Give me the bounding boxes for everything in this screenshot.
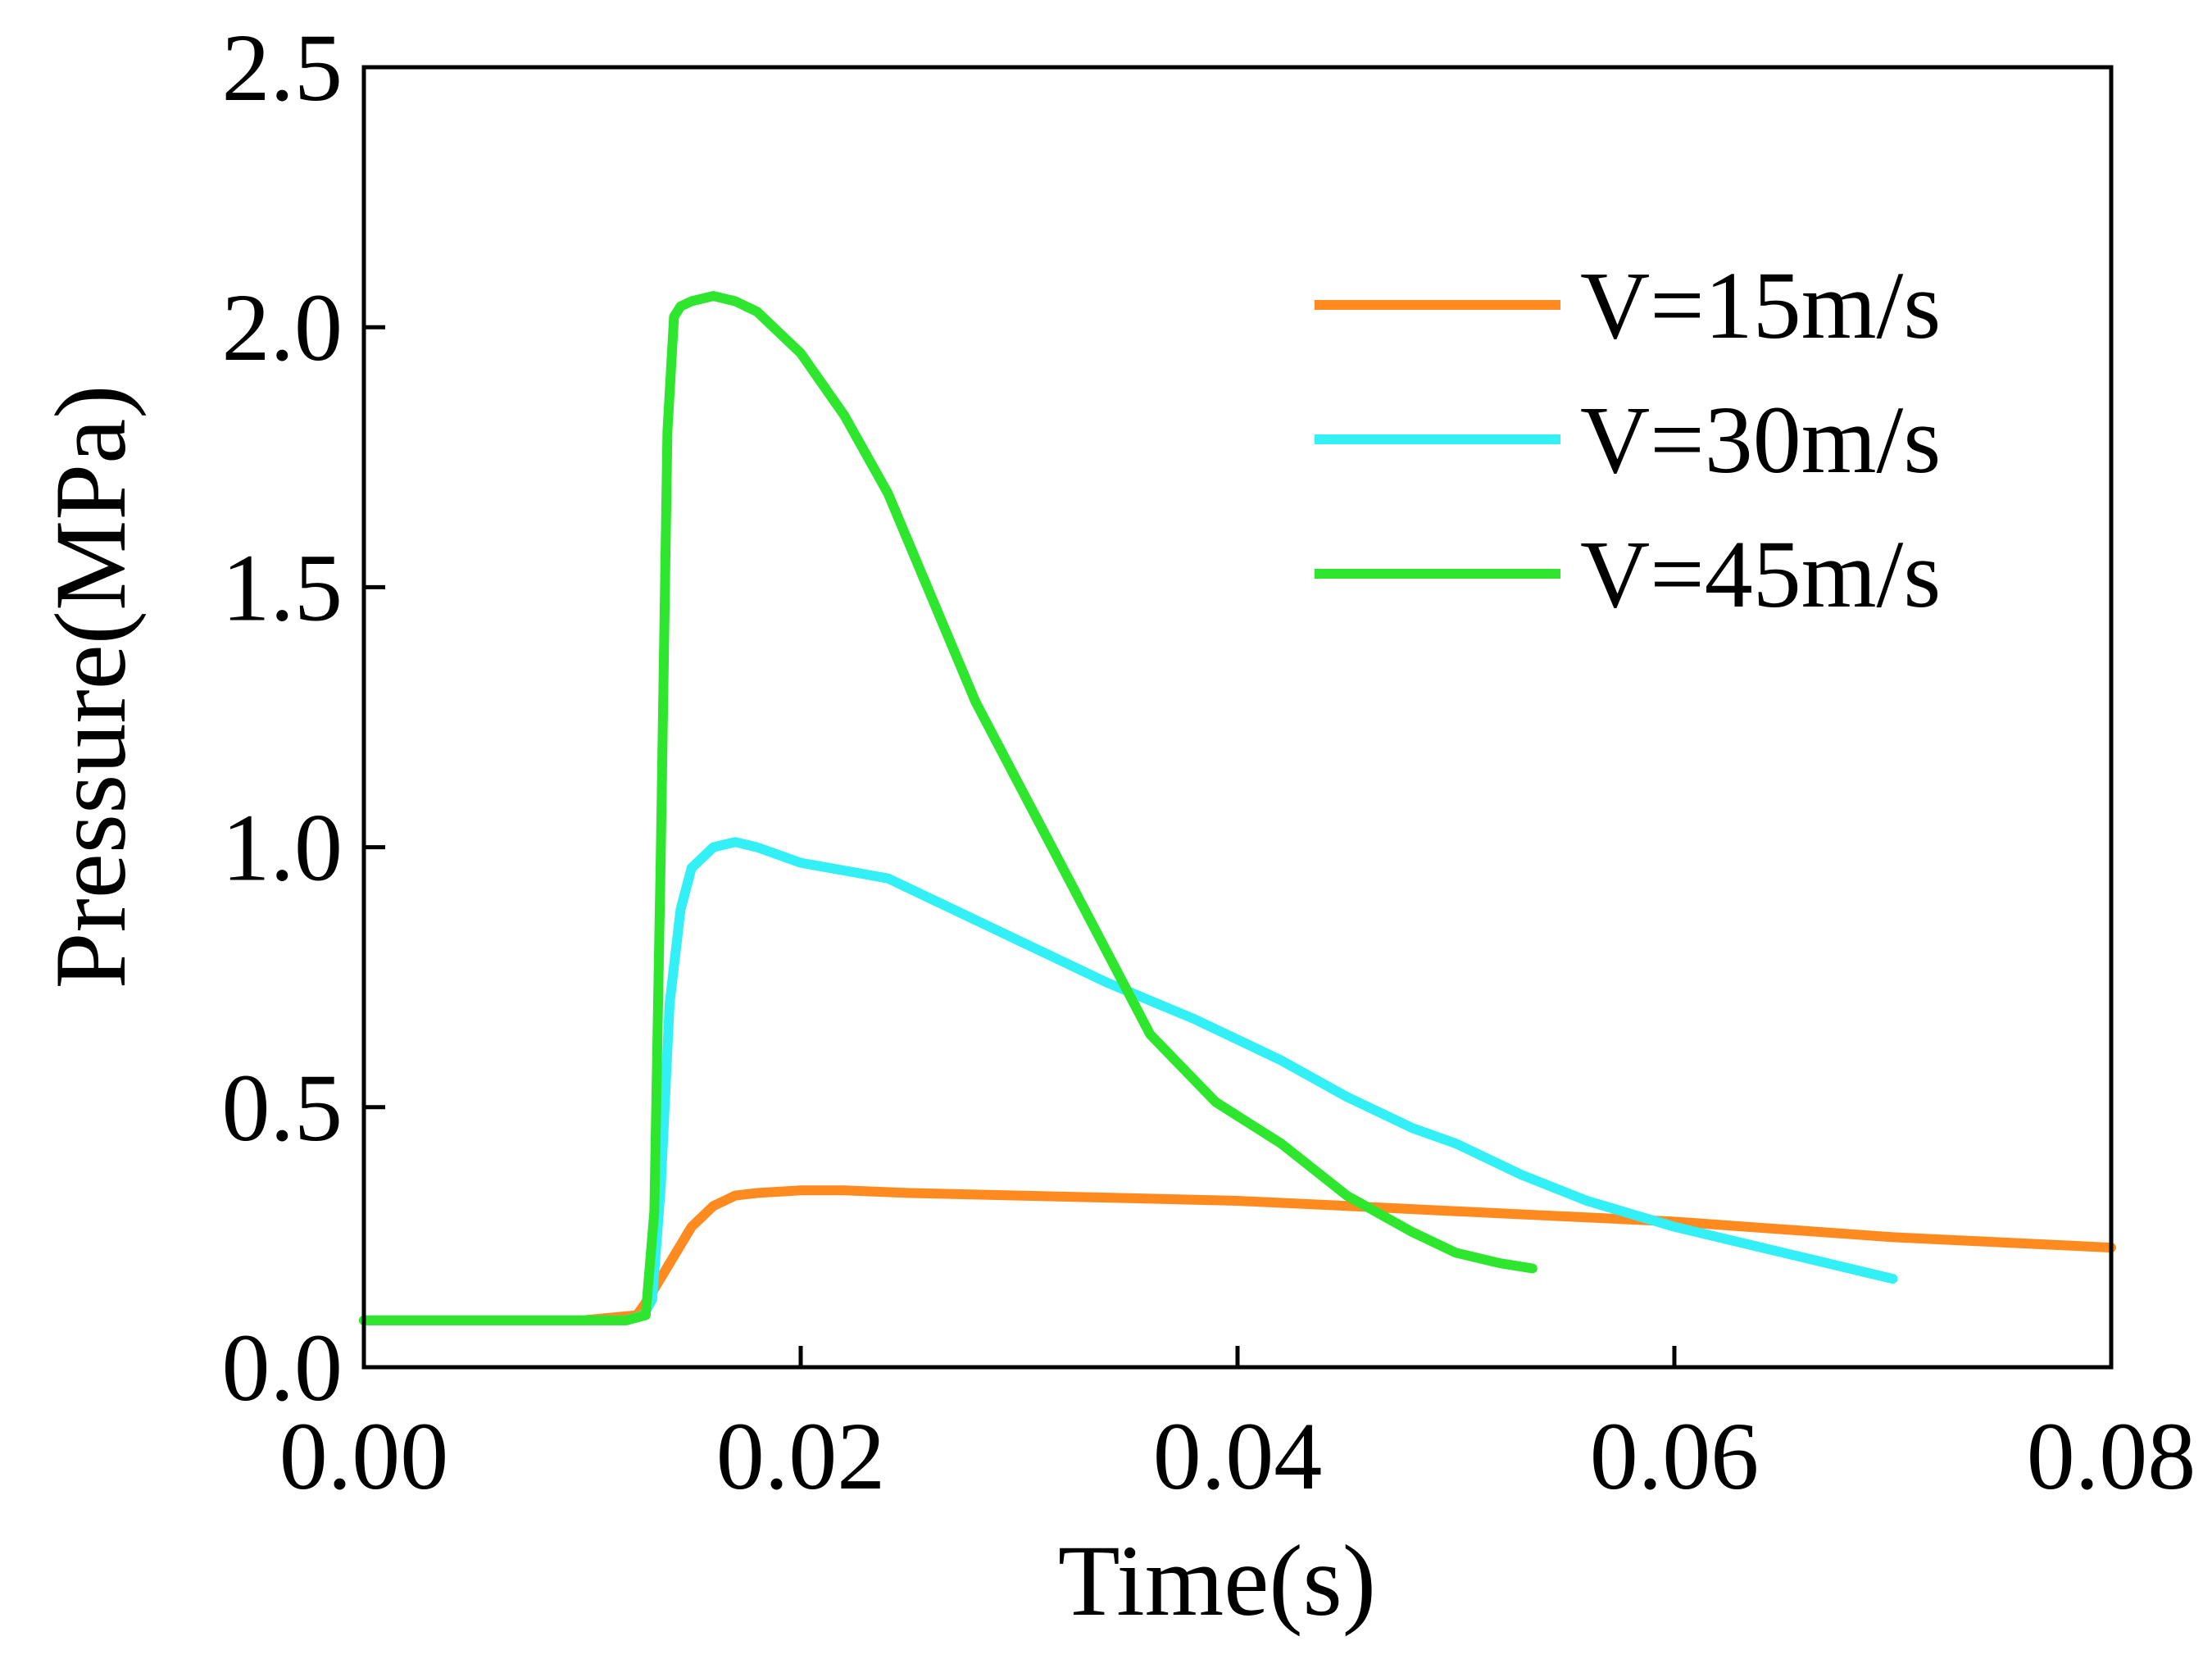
x-axis-ticks: 0.00 0.02 0.04 0.06 0.08 — [279, 1346, 2196, 1510]
y-axis-ticks: 0.0 0.5 1.0 1.5 2.0 2.5 — [222, 14, 385, 1421]
x-axis-label: Time(s) — [1058, 1525, 1376, 1637]
x-tick-label: 0.00 — [279, 1402, 449, 1510]
x-tick-label: 0.08 — [2027, 1402, 2196, 1510]
series-line — [359, 1185, 2116, 1325]
x-tick-label: 0.06 — [1590, 1402, 1760, 1510]
series-line — [359, 291, 1537, 1325]
legend-label: V=15m/s — [1580, 252, 1941, 359]
y-tick-label: 1.5 — [222, 534, 343, 641]
y-tick-label: 0.0 — [222, 1314, 343, 1421]
series-layer — [359, 291, 2116, 1325]
legend: V=15m/s V=30m/s V=45m/s — [1315, 252, 1941, 628]
series-line — [359, 837, 1898, 1325]
y-tick-label: 0.5 — [222, 1054, 343, 1161]
x-tick-label: 0.04 — [1153, 1402, 1323, 1510]
legend-label: V=45m/s — [1580, 520, 1941, 628]
y-tick-label: 2.0 — [222, 274, 343, 381]
y-axis-label: Pressure(MPa) — [34, 385, 147, 989]
y-tick-label: 1.0 — [222, 794, 343, 902]
x-tick-label: 0.02 — [716, 1402, 886, 1510]
legend-label: V=30m/s — [1580, 386, 1941, 493]
y-tick-label: 2.5 — [222, 14, 343, 121]
